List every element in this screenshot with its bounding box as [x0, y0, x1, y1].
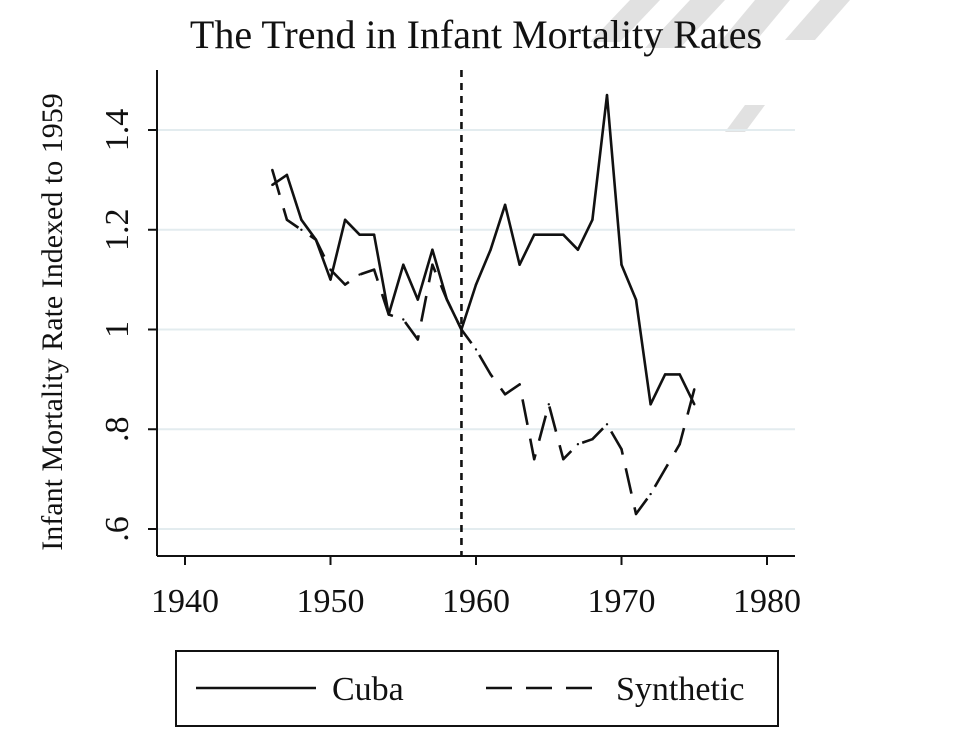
data-point-cuba [474, 283, 478, 286]
y-tick-label: 1.4 [99, 109, 136, 152]
data-point-synthetic [460, 328, 463, 331]
data-point-synthetic [343, 283, 347, 286]
data-point-cuba [285, 173, 289, 177]
data-point-synthetic [605, 423, 609, 426]
y-axis-label: Infant Mortality Rate Indexed to 1959 [36, 93, 69, 550]
data-point-synthetic [693, 388, 696, 391]
data-point-synthetic [431, 263, 434, 266]
data-point-cuba [489, 248, 492, 251]
data-point-cuba [431, 248, 434, 251]
data-point-synthetic [300, 228, 303, 231]
data-point-synthetic [285, 218, 289, 221]
data-point-synthetic [314, 238, 318, 241]
data-point-cuba [518, 263, 521, 266]
data-point-synthetic [663, 467, 667, 471]
data-point-synthetic [678, 443, 681, 446]
y-ticks: .6 .8 1 1.2 1.4 [99, 109, 157, 542]
data-point-cuba [358, 233, 361, 236]
data-point-cuba [372, 233, 376, 236]
data-point-synthetic [271, 168, 274, 172]
watermark [590, 0, 850, 132]
chart-title: The Trend in Infant Mortality Rates [190, 12, 762, 57]
x-tick-label: 1970 [588, 583, 656, 620]
data-point-cuba [591, 218, 594, 221]
series-line-cuba [271, 93, 696, 406]
x-tick-label: 1940 [151, 583, 219, 620]
data-point-synthetic [518, 383, 521, 386]
data-point-cuba [605, 93, 609, 97]
data-point-cuba [271, 183, 274, 187]
data-point-cuba [533, 233, 536, 236]
data-point-synthetic [445, 298, 449, 301]
data-point-synthetic [358, 273, 361, 276]
data-point-cuba [663, 373, 667, 376]
data-point-cuba [562, 233, 565, 236]
y-tick-label: 1 [99, 321, 136, 338]
data-point-cuba [343, 218, 347, 221]
data-point-synthetic [562, 458, 565, 461]
legend-label-synthetic: Synthetic [616, 671, 744, 708]
y-tick-label: .6 [99, 516, 136, 542]
data-point-cuba [634, 298, 638, 301]
data-point-synthetic [387, 313, 390, 316]
data-point-cuba [503, 203, 507, 206]
series-lines [271, 93, 696, 516]
data-point-cuba [576, 248, 580, 251]
data-point-synthetic [402, 318, 405, 321]
data-point-synthetic [503, 393, 507, 396]
data-point-synthetic [634, 512, 638, 516]
data-point-synthetic [649, 492, 652, 496]
gridlines [157, 129, 795, 530]
data-point-synthetic [591, 438, 594, 441]
data-point-cuba [329, 278, 332, 281]
y-tick-label: 1.2 [99, 209, 136, 252]
data-point-synthetic [474, 348, 478, 351]
data-point-cuba [678, 373, 681, 376]
x-tick-label: 1960 [442, 583, 510, 620]
legend-box [175, 650, 779, 727]
data-point-synthetic [489, 373, 492, 376]
data-point-cuba [693, 403, 696, 406]
data-point-cuba [402, 263, 405, 266]
data-point-synthetic [533, 458, 536, 461]
data-point-cuba [649, 403, 652, 406]
x-ticks: 1940 1950 1960 1970 1980 [151, 556, 801, 620]
data-point-synthetic [620, 448, 623, 451]
data-point-synthetic [416, 338, 419, 341]
legend-label-cuba: Cuba [332, 671, 404, 708]
series-line-synthetic [271, 169, 696, 516]
x-tick-label: 1980 [733, 583, 801, 620]
data-point-cuba [620, 263, 623, 266]
legend: Cuba Synthetic [175, 650, 779, 727]
data-point-synthetic [576, 443, 580, 446]
data-point-cuba [547, 233, 550, 236]
data-point-synthetic [372, 268, 376, 271]
data-point-cuba [416, 298, 419, 301]
data-point-synthetic [329, 268, 332, 271]
data-point-synthetic [547, 403, 550, 406]
y-tick-label: .8 [99, 417, 136, 443]
x-tick-label: 1950 [297, 583, 365, 620]
data-point-cuba [300, 218, 303, 221]
